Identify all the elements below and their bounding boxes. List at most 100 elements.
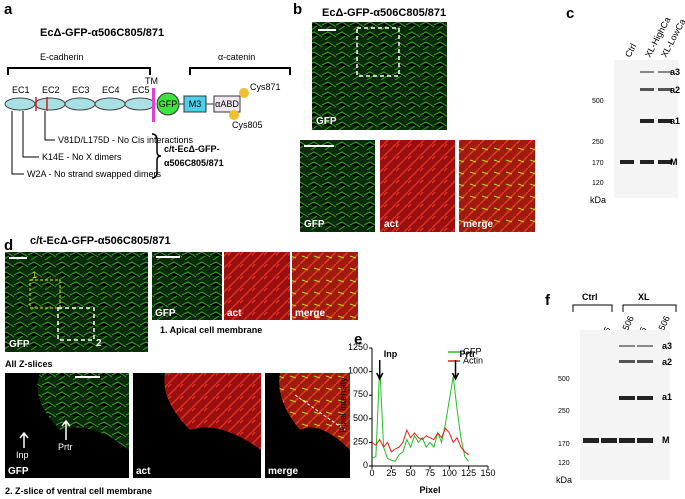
roi-box <box>57 307 95 341</box>
micrograph <box>300 140 375 232</box>
band <box>619 360 635 363</box>
band <box>619 438 635 443</box>
y-tick-label: 1000 <box>348 366 368 376</box>
band <box>640 88 654 91</box>
band-label: a1 <box>662 392 672 402</box>
band <box>637 345 653 347</box>
x-axis-label: Pixel <box>419 485 440 495</box>
domain <box>64 97 96 111</box>
micrograph <box>224 252 290 320</box>
micrograph <box>459 140 535 232</box>
panel-label: c <box>566 5 574 22</box>
group-label: XL <box>638 292 650 302</box>
lane-label: Ctrl <box>623 42 638 59</box>
band <box>619 396 635 400</box>
annotation-arrow <box>376 360 384 381</box>
legend-label: Actin <box>463 356 483 366</box>
band <box>640 160 654 164</box>
band <box>640 71 654 73</box>
panel-e: e Pixel Pixel Intensity 0250500750100012… <box>338 331 496 495</box>
marker: 120 <box>558 460 570 467</box>
cell <box>279 373 350 450</box>
domain <box>34 97 66 111</box>
panel-a: a EcΔ-GFP-α506C805/871 E-cadherin α-cate… <box>4 1 291 179</box>
construct: c/t-EcΔ-GFP- <box>164 144 219 154</box>
group-label: E-cadherin <box>40 52 84 62</box>
cys-label: Cys871 <box>250 82 281 92</box>
x-tick-label: 125 <box>461 468 476 478</box>
channel-label: merge <box>295 308 325 319</box>
tm <box>152 88 155 122</box>
gfp-label: GFP <box>159 99 178 109</box>
x-tick-label: 50 <box>406 468 416 478</box>
channel-label: merge <box>268 466 298 477</box>
channel-label: GFP <box>8 466 29 477</box>
channel-label: merge <box>463 219 493 230</box>
domain-label: EC5 <box>132 85 150 95</box>
panel-c: c Ctrl XL-HighCa XL-LowCa 500 250 170 12… <box>566 5 685 205</box>
y-tick-label: 0 <box>363 460 368 470</box>
title: EcΔ-GFP-α506C805/871 <box>322 7 446 19</box>
roi-label: 1 <box>32 270 37 280</box>
domain-label: EC2 <box>42 85 60 95</box>
channel-label: act <box>227 308 242 319</box>
domain-label: EC3 <box>72 85 90 95</box>
cys <box>239 88 249 98</box>
micrograph <box>292 252 358 320</box>
abd <box>213 95 241 113</box>
blot <box>614 60 678 198</box>
domain <box>94 97 126 111</box>
marker: 500 <box>558 376 570 383</box>
panel-d: d c/t-EcΔ-GFP-α506C805/871 1 2 GFP All Z… <box>4 235 358 496</box>
cys <box>229 110 239 120</box>
marker: 250 <box>592 139 604 146</box>
domain-label: EC4 <box>102 85 120 95</box>
band-label: M <box>662 435 670 445</box>
domain-label: EC1 <box>12 85 30 95</box>
mutation: W2A - No strand swapped dimers <box>27 169 162 179</box>
x-tick-label: 150 <box>480 468 495 478</box>
construct: α506C805/871 <box>164 158 224 168</box>
blot <box>580 330 670 480</box>
channel-label: act <box>384 219 399 230</box>
group-label: α-catenin <box>218 52 255 62</box>
caption: All Z-slices <box>5 359 53 369</box>
brace <box>151 133 162 179</box>
x-tick-label: 0 <box>369 468 374 478</box>
panel-f: f Ctrl XL Ec506 c/t-Ec506 Ec506 c/t-Ec50… <box>545 292 677 485</box>
bands <box>620 71 672 164</box>
domain <box>4 97 36 111</box>
band <box>658 160 672 164</box>
marker: 250 <box>558 408 570 415</box>
title: c/t-EcΔ-GFP-α506C805/871 <box>30 235 171 247</box>
band-label: a3 <box>670 67 680 77</box>
line-profile <box>294 394 346 431</box>
m3-label: M3 <box>189 99 202 109</box>
band <box>637 438 653 443</box>
roi-box <box>356 27 400 77</box>
panel-label: b <box>293 1 302 18</box>
bands <box>583 345 653 443</box>
micrograph <box>312 22 447 130</box>
caption: 2. Z-slice of ventral cell membrane <box>5 486 152 496</box>
annotation: Inp <box>384 349 398 359</box>
band <box>620 160 634 164</box>
panel-label: f <box>545 292 551 309</box>
band-label: a3 <box>662 341 672 351</box>
annotation: Prtr <box>460 349 477 359</box>
ec-domains <box>4 97 156 111</box>
x-tick-label: 25 <box>386 468 396 478</box>
micrograph <box>152 252 222 320</box>
cys-label: Cys805 <box>232 120 263 130</box>
unit: kDa <box>556 475 572 485</box>
y-tick-label: 500 <box>353 413 368 423</box>
roi-label: 2 <box>96 338 102 349</box>
band <box>637 396 653 400</box>
title: EcΔ-GFP-α506C805/871 <box>40 27 164 39</box>
y-axis-label: Pixel Intensity <box>338 377 348 433</box>
band <box>640 119 654 123</box>
x-tick-label: 100 <box>442 468 457 478</box>
annotation-arrow <box>451 360 460 381</box>
marker: 170 <box>558 441 570 448</box>
